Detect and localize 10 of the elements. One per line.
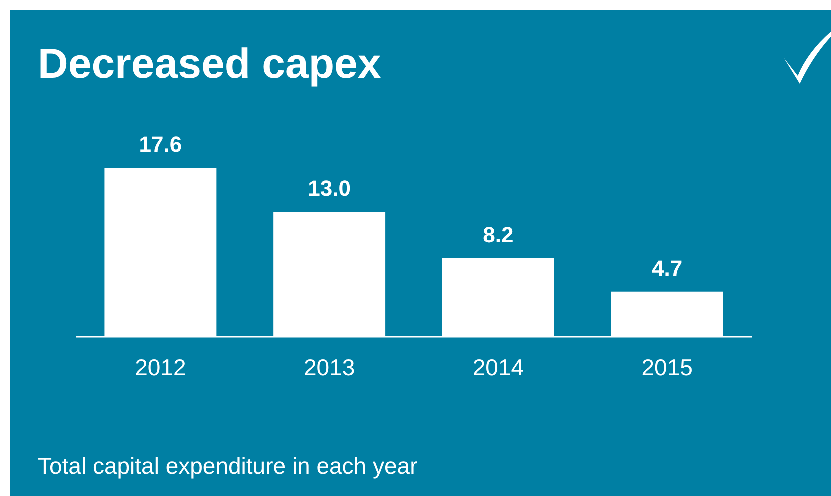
data-label: 8.2	[483, 222, 514, 248]
text: Total capital expenditure in each year	[38, 453, 418, 479]
x-tick-label: 2013	[304, 354, 356, 380]
chart-title: Decreased capex	[38, 40, 382, 87]
x-tick-label: 2014	[472, 354, 524, 380]
x-tick-label: 2012	[135, 354, 186, 380]
data-label: 17.6	[139, 132, 182, 157]
x-tick-label: 2015	[642, 354, 693, 380]
data-label: 13.0	[308, 176, 351, 202]
data-label: 4.7	[652, 256, 683, 281]
